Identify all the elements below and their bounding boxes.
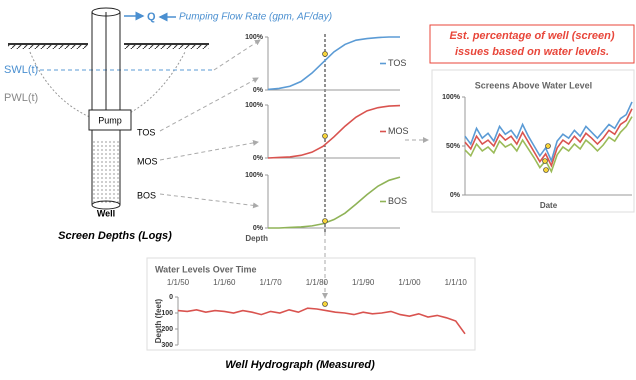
diagram: Q Pumping Flow Rate (gpm, AF/day) SWL(t)… bbox=[0, 0, 636, 375]
x-tick-label: 1/1/10 bbox=[445, 278, 468, 287]
screen-label: MOS bbox=[137, 156, 158, 166]
screen-label: BOS bbox=[137, 190, 156, 200]
x-tick-label: 1/1/70 bbox=[259, 278, 282, 287]
drawdown-cone bbox=[30, 52, 185, 118]
legend-label: TOS bbox=[388, 58, 406, 68]
callout-text: Est. percentage of well (screen) bbox=[449, 30, 614, 42]
y-axis-label: Depth (feet) bbox=[154, 298, 163, 343]
x-axis-label: Depth bbox=[245, 234, 268, 243]
data-line bbox=[268, 177, 400, 228]
y-tick-label: 50% bbox=[446, 143, 461, 150]
highlight-marker bbox=[544, 168, 549, 173]
x-tick-label: 1/1/50 bbox=[167, 278, 190, 287]
y-tick-label: 100% bbox=[245, 172, 264, 179]
y-tick-label: 100% bbox=[245, 102, 264, 109]
hydrograph-caption: Well Hydrograph (Measured) bbox=[225, 359, 375, 371]
x-tick-label: 1/1/90 bbox=[352, 278, 375, 287]
data-line bbox=[465, 102, 632, 161]
x-tick-label: 1/1/80 bbox=[306, 278, 329, 287]
y-tick-label: 0% bbox=[253, 155, 264, 162]
legend-label: MOS bbox=[388, 126, 409, 136]
x-tick-label: 1/1/00 bbox=[398, 278, 421, 287]
screen-label: TOS bbox=[137, 127, 155, 137]
highlight-marker bbox=[546, 144, 551, 149]
legend-label: BOS bbox=[388, 196, 407, 206]
x-tick-label: 1/1/60 bbox=[213, 278, 236, 287]
y-tick-label: 0% bbox=[450, 192, 461, 199]
well-label: Well bbox=[97, 208, 115, 218]
flow-symbol: Q bbox=[147, 11, 156, 23]
chart-title: Water Levels Over Time bbox=[155, 264, 257, 274]
highlight-marker bbox=[543, 159, 548, 164]
y-tick-label: 100% bbox=[245, 34, 264, 41]
highlight-marker bbox=[323, 52, 328, 57]
highlight-marker bbox=[323, 219, 328, 224]
y-tick-label: 100% bbox=[442, 94, 461, 101]
pump-label: Pump bbox=[98, 115, 122, 125]
ground bbox=[8, 44, 209, 49]
y-tick-label: 0% bbox=[253, 87, 264, 94]
chart-frame bbox=[432, 70, 634, 212]
highlight-marker bbox=[323, 302, 328, 307]
swl-label: SWL(t) bbox=[4, 64, 38, 76]
chart-title: Screens Above Water Level bbox=[475, 80, 592, 90]
well-caption: Screen Depths (Logs) bbox=[58, 230, 172, 242]
data-line bbox=[178, 308, 465, 334]
x-axis-label: Date bbox=[540, 201, 558, 210]
connector bbox=[160, 40, 428, 298]
callout-text: issues based on water levels. bbox=[455, 46, 609, 58]
well-drawing bbox=[89, 8, 131, 209]
y-tick-label: 0% bbox=[253, 225, 264, 232]
y-tick-label: 0 bbox=[169, 294, 173, 301]
pwl-label: PWL(t) bbox=[4, 92, 38, 104]
highlight-marker bbox=[323, 134, 328, 139]
flow-label: Pumping Flow Rate (gpm, AF/day) bbox=[179, 12, 332, 23]
